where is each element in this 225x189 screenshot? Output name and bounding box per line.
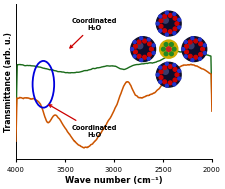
- Circle shape: [159, 25, 163, 28]
- Circle shape: [165, 84, 168, 87]
- X-axis label: Wave number (cm⁻¹): Wave number (cm⁻¹): [65, 176, 163, 185]
- Circle shape: [130, 48, 133, 51]
- Circle shape: [163, 15, 166, 18]
- Circle shape: [137, 54, 141, 58]
- Circle shape: [159, 19, 163, 23]
- Circle shape: [165, 33, 168, 36]
- Circle shape: [185, 50, 189, 54]
- Circle shape: [159, 80, 162, 83]
- Circle shape: [166, 47, 171, 51]
- Circle shape: [172, 47, 176, 51]
- Circle shape: [201, 47, 205, 51]
- Circle shape: [143, 55, 146, 59]
- Circle shape: [182, 37, 207, 61]
- Circle shape: [156, 11, 181, 36]
- Circle shape: [133, 40, 136, 43]
- Circle shape: [194, 39, 198, 43]
- Circle shape: [156, 73, 159, 76]
- Circle shape: [159, 66, 162, 69]
- Y-axis label: Transmittance (arb. u.): Transmittance (arb. u.): [4, 32, 13, 132]
- Circle shape: [194, 55, 198, 59]
- Circle shape: [147, 57, 150, 60]
- Circle shape: [140, 37, 143, 40]
- Circle shape: [178, 69, 181, 72]
- Circle shape: [173, 64, 176, 67]
- Circle shape: [137, 43, 143, 49]
- Circle shape: [148, 53, 151, 56]
- Circle shape: [159, 29, 162, 32]
- Circle shape: [163, 80, 166, 84]
- Circle shape: [178, 18, 181, 21]
- Circle shape: [150, 47, 153, 51]
- Circle shape: [164, 43, 168, 46]
- Circle shape: [140, 59, 143, 62]
- Circle shape: [148, 42, 151, 46]
- Circle shape: [185, 44, 189, 48]
- Circle shape: [133, 44, 137, 48]
- Circle shape: [184, 55, 187, 58]
- Circle shape: [178, 26, 181, 29]
- Circle shape: [163, 69, 168, 74]
- Circle shape: [159, 76, 163, 79]
- Circle shape: [156, 62, 181, 87]
- Circle shape: [165, 11, 168, 14]
- Text: Coordinated
H₂O: Coordinated H₂O: [70, 18, 117, 48]
- Circle shape: [198, 38, 201, 41]
- Circle shape: [188, 54, 192, 58]
- Circle shape: [191, 59, 194, 62]
- Circle shape: [156, 22, 159, 25]
- Circle shape: [173, 27, 177, 31]
- Circle shape: [199, 53, 203, 56]
- Circle shape: [168, 81, 172, 85]
- Circle shape: [159, 70, 163, 74]
- Circle shape: [173, 83, 176, 86]
- Circle shape: [168, 14, 172, 17]
- Text: Coordinated
H₂O: Coordinated H₂O: [49, 105, 117, 138]
- Circle shape: [173, 67, 177, 71]
- Circle shape: [170, 43, 173, 46]
- Circle shape: [182, 48, 185, 51]
- Circle shape: [173, 12, 176, 15]
- Circle shape: [162, 47, 165, 51]
- Circle shape: [165, 62, 168, 65]
- Circle shape: [175, 73, 179, 77]
- Circle shape: [133, 50, 137, 54]
- Circle shape: [191, 37, 194, 40]
- Circle shape: [147, 38, 150, 41]
- Circle shape: [203, 51, 206, 54]
- Circle shape: [164, 52, 168, 56]
- Circle shape: [173, 78, 177, 82]
- Circle shape: [131, 37, 155, 61]
- Circle shape: [199, 42, 203, 46]
- Circle shape: [168, 65, 172, 68]
- Circle shape: [175, 22, 179, 26]
- Circle shape: [163, 29, 166, 33]
- Circle shape: [152, 51, 155, 54]
- Circle shape: [198, 57, 201, 60]
- Circle shape: [159, 15, 162, 18]
- Circle shape: [143, 39, 146, 43]
- Circle shape: [168, 30, 172, 34]
- Circle shape: [178, 77, 181, 80]
- Circle shape: [173, 16, 177, 20]
- Circle shape: [203, 44, 206, 47]
- Circle shape: [152, 44, 155, 47]
- Circle shape: [163, 66, 166, 70]
- Circle shape: [170, 52, 173, 56]
- Circle shape: [184, 40, 187, 43]
- Circle shape: [160, 40, 178, 58]
- Circle shape: [163, 17, 168, 23]
- Circle shape: [188, 40, 192, 44]
- Circle shape: [188, 43, 194, 49]
- Circle shape: [137, 40, 141, 44]
- Circle shape: [173, 32, 176, 35]
- Circle shape: [133, 55, 136, 58]
